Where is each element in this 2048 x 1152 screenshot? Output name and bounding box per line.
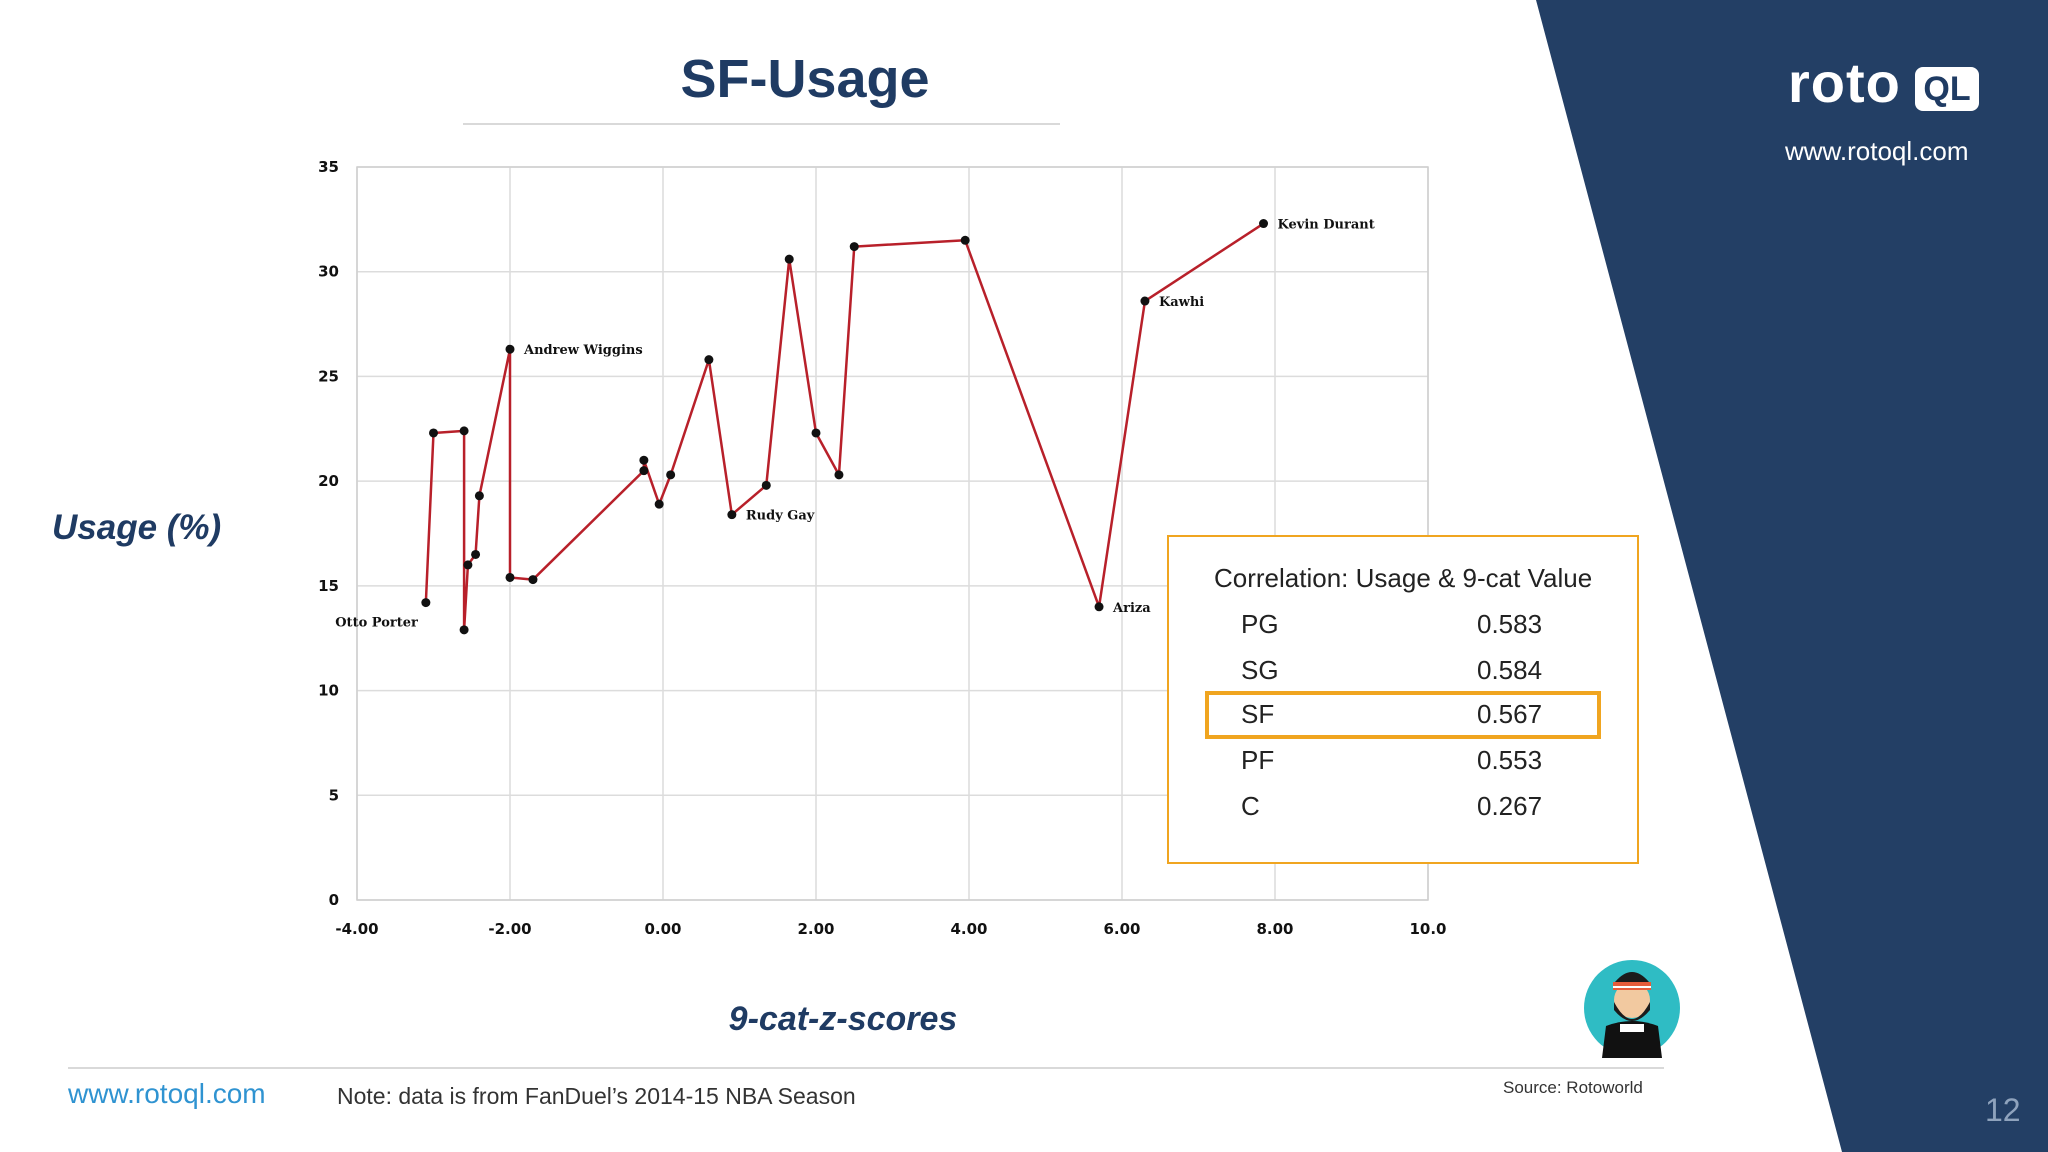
y-tick-label: 10 — [318, 682, 339, 700]
x-tick-label: 4.00 — [950, 920, 987, 938]
data-point — [1094, 602, 1104, 612]
data-point — [1259, 219, 1269, 229]
data-point — [459, 625, 469, 635]
x-tick-label: -2.00 — [488, 920, 531, 938]
brand-url[interactable]: www.rotoql.com — [1785, 136, 1969, 166]
bearded-player-avatar-icon — [1584, 960, 1680, 1058]
data-point — [639, 466, 649, 476]
chart-series: Otto Porter Andrew Wiggins Rudy Gay Ariza Ka… — [335, 218, 1375, 635]
data-point — [784, 254, 794, 264]
data-point — [505, 572, 515, 582]
point-label: Ariza — [1112, 601, 1151, 616]
series-line — [424, 222, 1265, 632]
data-point — [1140, 296, 1150, 306]
position-label: PG — [1241, 609, 1279, 639]
footer-divider — [68, 1067, 1664, 1069]
data-point — [654, 499, 664, 509]
y-tick-label: 30 — [318, 263, 339, 281]
correlation-row: PF 0.553 — [1209, 741, 1597, 781]
correlation-value: 0.553 — [1477, 745, 1543, 775]
x-tick-label: 10.0 — [1409, 920, 1446, 938]
data-point — [463, 560, 473, 570]
page-title: SF-Usage — [680, 49, 930, 109]
data-point — [421, 598, 431, 608]
title-divider — [463, 123, 1060, 125]
source-credit: Source: Rotoworld — [1503, 1078, 1643, 1097]
correlation-value: 0.584 — [1477, 655, 1543, 685]
data-point — [704, 355, 714, 365]
point-label: Otto Porter — [335, 616, 418, 631]
point-label: Kawhi — [1159, 295, 1204, 310]
y-axis-title: Usage (%) — [52, 508, 222, 547]
y-tick-label: 25 — [318, 367, 339, 385]
data-note: Note: data is from FanDuel’s 2014-15 NBA… — [337, 1083, 856, 1109]
correlation-table: Correlation: Usage & 9-cat Value PG 0.58… — [1167, 535, 1639, 864]
data-point — [849, 242, 859, 252]
data-point — [960, 235, 970, 245]
data-point — [474, 491, 484, 501]
plot-area-border — [356, 166, 1429, 901]
correlation-value: 0.567 — [1477, 699, 1543, 729]
y-tick-label: 35 — [318, 158, 339, 176]
x-tick-label: 2.00 — [797, 920, 834, 938]
point-label: Rudy Gay — [746, 509, 815, 524]
correlation-value: 0.267 — [1477, 791, 1543, 821]
data-point — [666, 470, 676, 480]
x-tick-label: 8.00 — [1256, 920, 1293, 938]
logo-ql-badge: QL — [1915, 67, 1979, 111]
data-point — [528, 575, 538, 585]
page-number: 12 — [1985, 1092, 2021, 1128]
data-point — [429, 428, 438, 438]
correlation-row: C 0.267 — [1209, 787, 1597, 827]
y-tick-label: 0 — [329, 891, 339, 909]
y-tick-label: 20 — [318, 472, 339, 490]
data-point — [834, 470, 844, 480]
data-point — [811, 428, 821, 438]
x-tick-label: -4.00 — [335, 920, 378, 938]
data-point — [727, 510, 737, 520]
chart-axes: -4.00 -2.00 0.00 2.00 4.00 6.00 8.00 10.0 0 5 10 15… — [318, 158, 1446, 938]
position-label: PF — [1241, 745, 1275, 775]
correlation-title: Correlation: Usage & 9-cat Value — [1214, 563, 1593, 593]
position-label: SG — [1241, 655, 1279, 685]
x-tick-label: 0.00 — [644, 920, 681, 938]
correlation-value: 0.583 — [1477, 609, 1543, 639]
position-label: C — [1241, 791, 1260, 821]
data-point — [761, 480, 771, 490]
footer-url[interactable]: www.rotoql.com — [68, 1078, 266, 1109]
y-tick-label: 15 — [318, 577, 339, 595]
correlation-row-highlighted: SF 0.567 — [1205, 691, 1601, 739]
point-label: Kevin Durant — [1278, 218, 1375, 233]
data-point — [639, 455, 649, 465]
position-label: SF — [1241, 699, 1275, 729]
point-label: Andrew Wiggins — [523, 343, 643, 358]
y-tick-label: 5 — [329, 786, 339, 804]
logo-word: roto — [1788, 51, 1901, 114]
x-axis-title: 9-cat-z-scores — [728, 1000, 958, 1038]
correlation-row: SG 0.584 — [1209, 651, 1597, 691]
correlation-row: PG 0.583 — [1209, 605, 1597, 645]
x-tick-label: 6.00 — [1103, 920, 1140, 938]
data-point — [505, 344, 515, 354]
data-point — [471, 549, 481, 559]
data-point — [459, 426, 469, 436]
